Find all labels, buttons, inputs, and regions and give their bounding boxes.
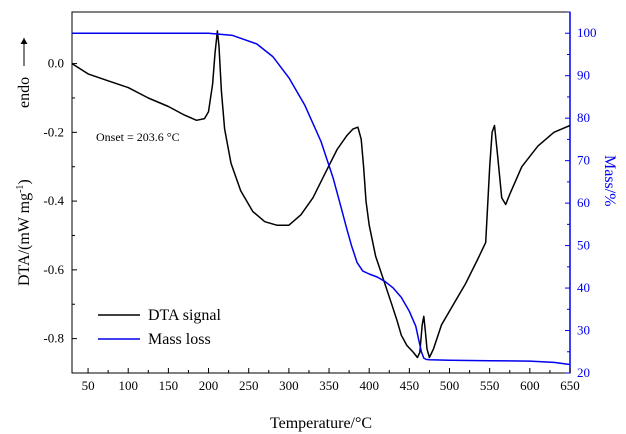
y-left-tick-label: -0.6 (43, 262, 64, 277)
y-left-tick-label: -0.8 (43, 331, 64, 346)
series-layer (71, 30, 571, 366)
endo-arrow-head (20, 38, 28, 44)
x-axis-title: Temperature/°C (270, 415, 372, 432)
x-tick-label: 350 (319, 378, 339, 393)
x-tick-label: 450 (400, 378, 420, 393)
y-left-tick-label: -0.2 (43, 124, 64, 139)
y-right-tick-label: 100 (577, 25, 597, 40)
legend-label-dta: DTA signal (148, 307, 221, 324)
y-left-axis-title-sup: -1 (15, 185, 26, 193)
x-tick-label: 100 (118, 378, 138, 393)
onset-annotation: Onset = 203.6 °C (96, 130, 180, 144)
y-left-tick-label: 0.0 (48, 56, 64, 71)
y-right-axis-title: Mass/% (601, 155, 618, 207)
y-right-tick-label: 90 (577, 68, 590, 83)
x-tick-label: 500 (440, 378, 460, 393)
dta-signal-line (71, 30, 571, 359)
y-right-tick-label: 50 (577, 238, 590, 253)
plot-frame (71, 11, 571, 374)
x-tick-label: 300 (279, 378, 299, 393)
y-left-tick-label: -0.4 (43, 193, 64, 208)
x-tick-label: 200 (199, 378, 219, 393)
y-left-axis-title-main: DTA/(mW mg (16, 193, 33, 286)
y-left-axis-title: DTA/(mW mg-1) (15, 179, 33, 286)
x-tick-label: 550 (480, 378, 500, 393)
x-tick-label: 600 (520, 378, 540, 393)
x-tick-label: 50 (82, 378, 95, 393)
y-right-tick-label: 80 (577, 110, 590, 125)
y-right-tick-label: 30 (577, 323, 590, 338)
x-tick-label: 250 (239, 378, 259, 393)
x-tick-label: 400 (359, 378, 379, 393)
y-right-tick-label: 40 (577, 280, 590, 295)
endo-label-group: endo (16, 38, 33, 108)
x-tick-label: 150 (159, 378, 179, 393)
legend-label-mass: Mass loss (148, 331, 211, 348)
y-left-axis-title-close: ) (16, 179, 33, 184)
mass-loss-line (72, 32, 571, 366)
y-right-tick-label: 60 (577, 195, 590, 210)
y-right-tick-label: 70 (577, 153, 590, 168)
x-tick-label: 650 (560, 378, 580, 393)
axis-ticks: 50 100 150 200 250 300 350 400 450 500 550 600 650 0.… (43, 11, 597, 393)
endo-label: endo (16, 77, 33, 108)
legend: DTA signal Mass loss (98, 307, 221, 348)
y-right-tick-label: 20 (577, 365, 590, 380)
